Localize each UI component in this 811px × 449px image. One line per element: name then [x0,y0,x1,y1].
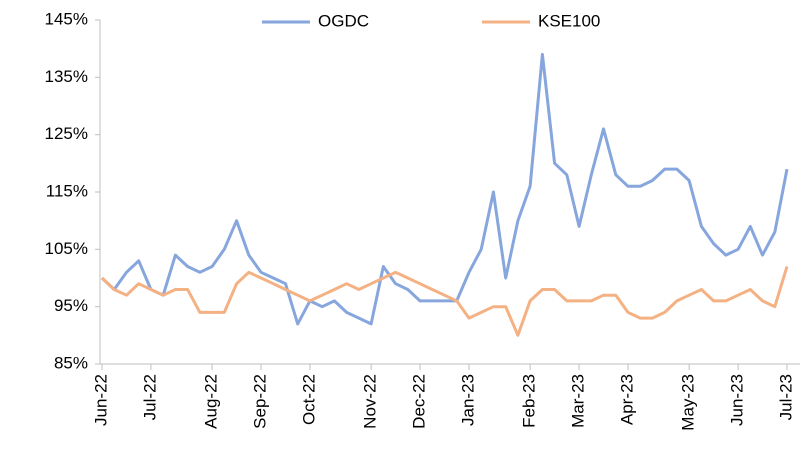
x-tick-label: Jan-23 [458,374,477,426]
x-tick-label: Sep-22 [251,374,270,429]
series-line [100,266,789,337]
y-tick-label: 105% [45,239,88,258]
y-tick-label: 115% [46,181,88,200]
x-tick-label: Feb-23 [520,374,539,428]
x-tick-label: Aug-22 [202,374,221,429]
y-tick-label: 85% [54,353,88,372]
x-tick-label: Jun-22 [91,374,110,426]
x-tick-label: Nov-22 [361,374,380,429]
y-tick-label: 125% [45,124,88,143]
series-line [100,52,789,326]
x-tick-label: Mar-23 [569,374,588,428]
y-tick-label: 135% [45,67,88,86]
x-tick-label: Apr-23 [617,374,636,425]
x-tick-label: Dec-22 [410,374,429,429]
x-tick-label: Jul-23 [776,374,795,420]
y-tick-label: 145% [45,9,88,28]
legend-label: OGDC [318,11,369,30]
x-tick-label: May-23 [679,374,698,431]
x-tick-label: Jul-22 [140,374,159,420]
legend-label: KSE100 [538,11,600,30]
y-tick-label: 95% [54,296,88,315]
x-tick-label: Jun-23 [728,374,747,426]
x-tick-label: Oct-22 [299,374,318,425]
